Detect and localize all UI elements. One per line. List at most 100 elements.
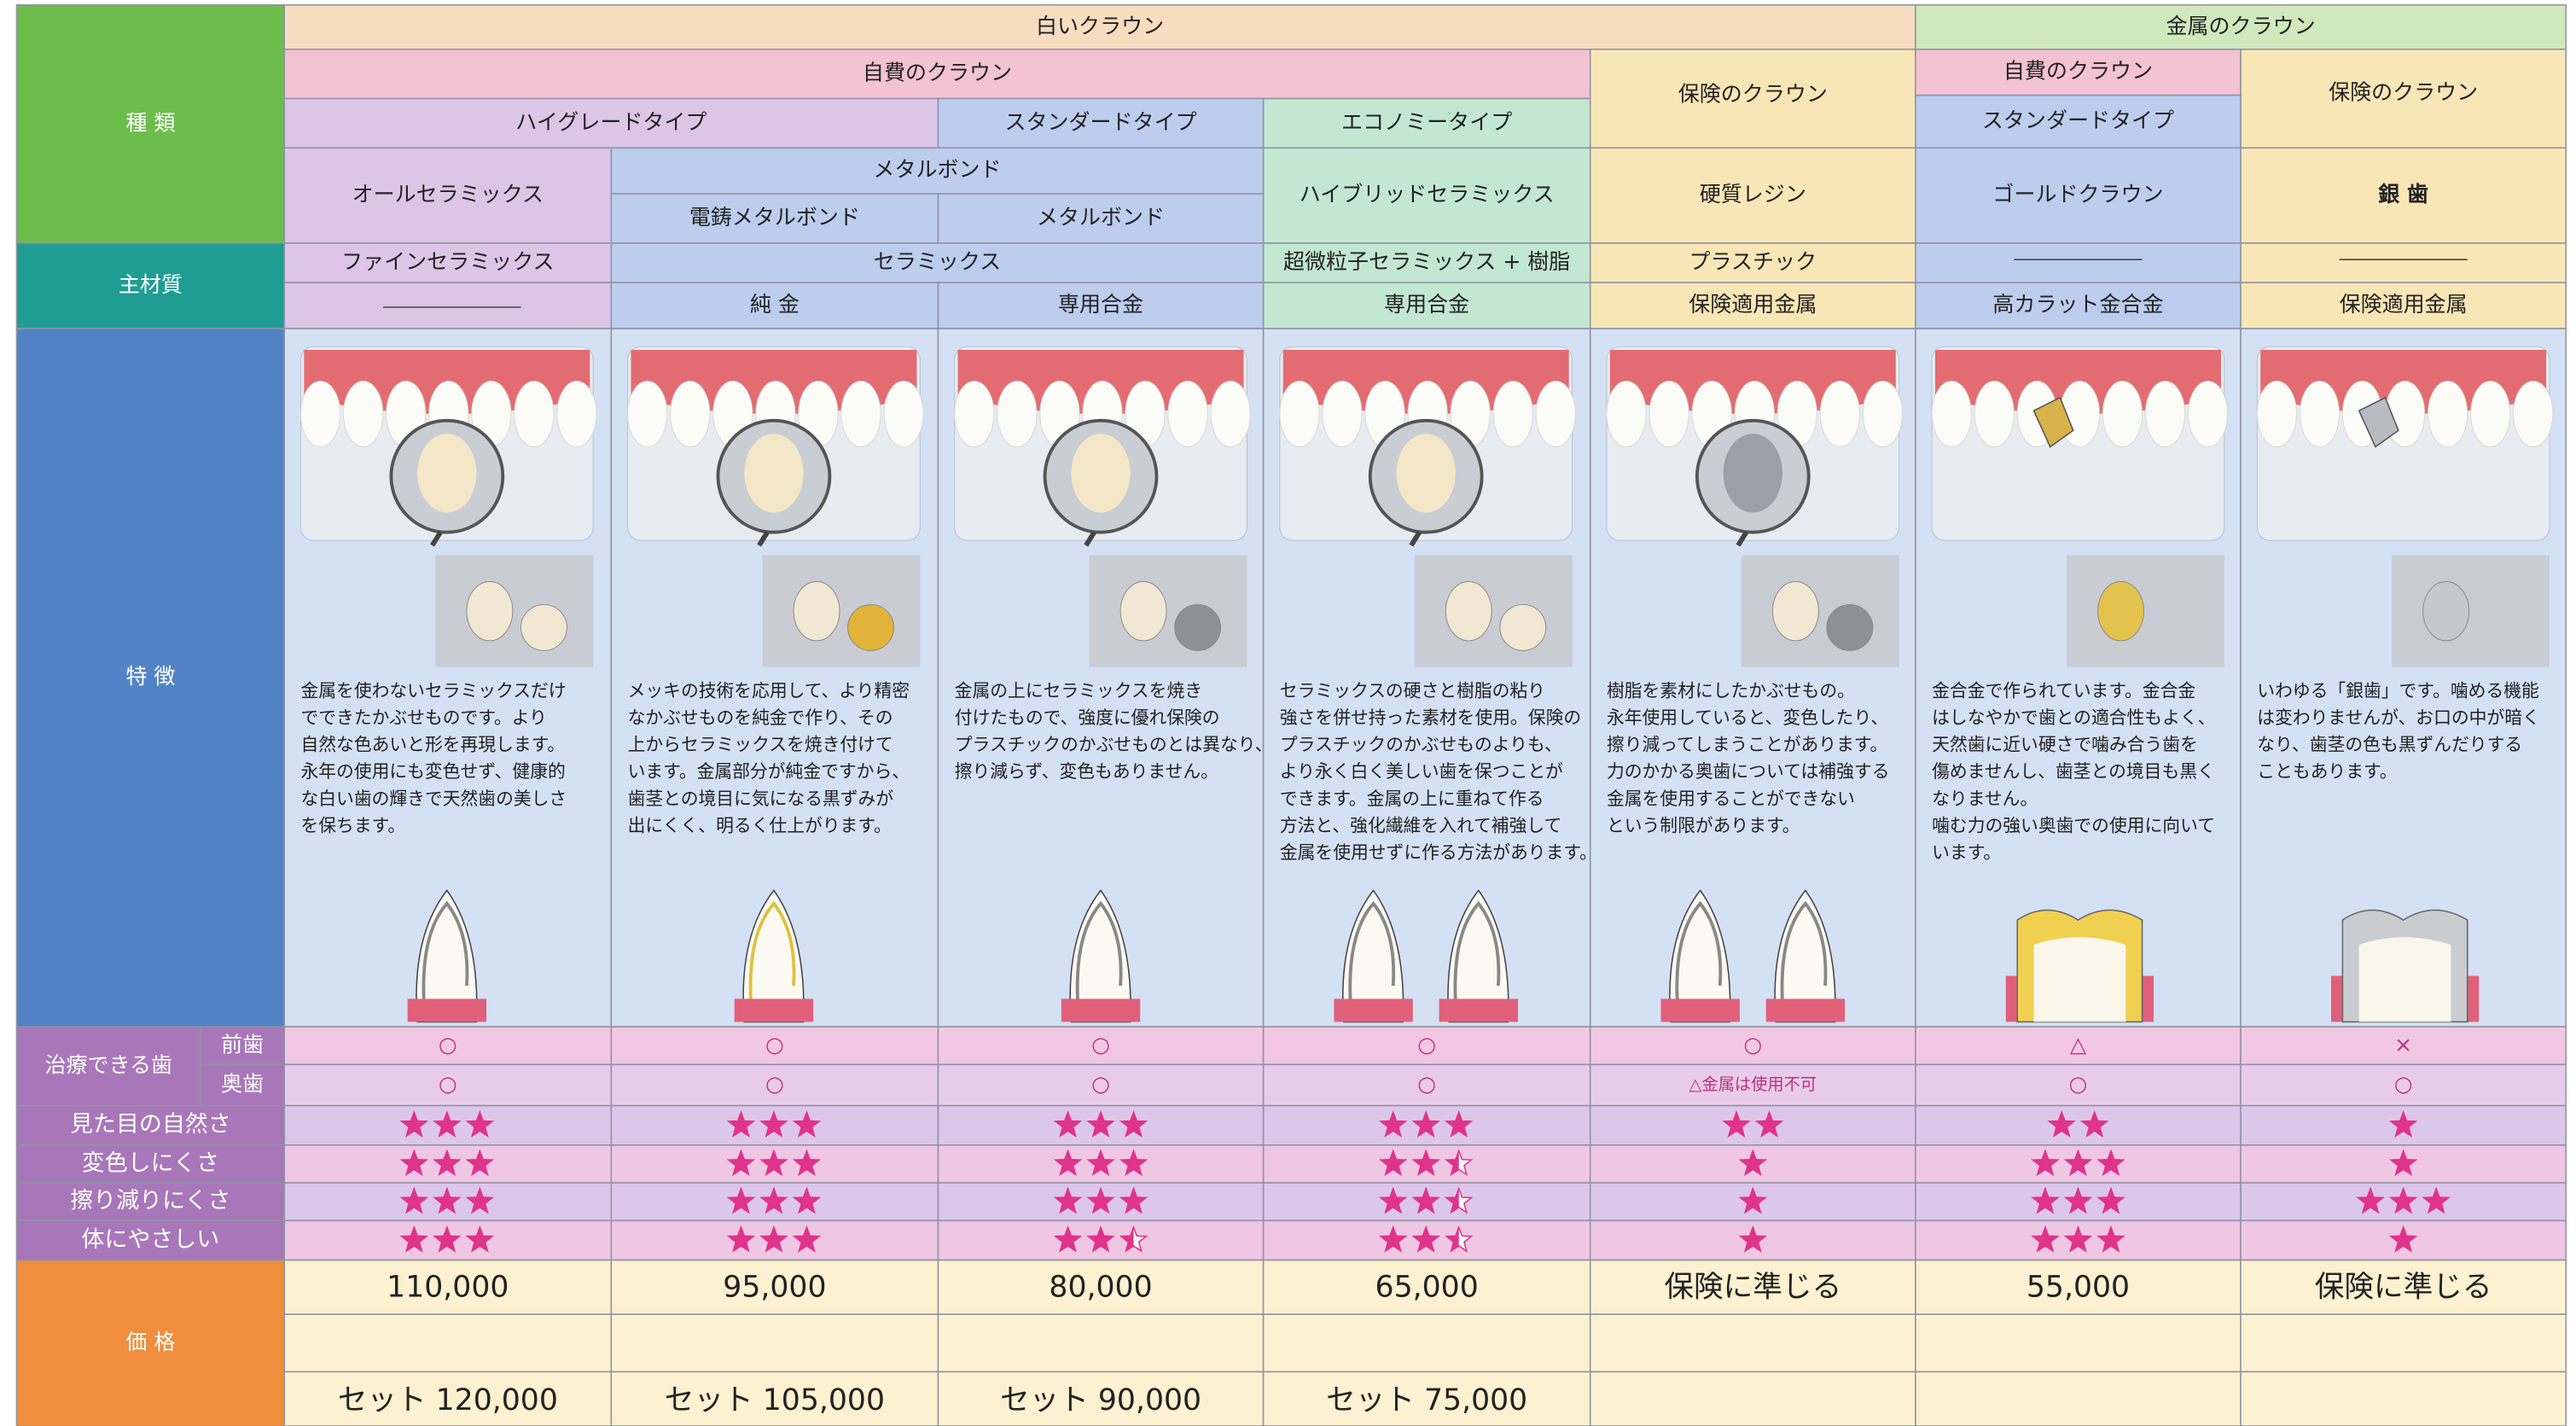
cell-text: 純 金: [750, 292, 800, 317]
star: [2063, 1225, 2093, 1253]
cell-text: 専用合金: [1384, 292, 1469, 317]
description-line: 方法と、強化繊維を入れて補強して: [1280, 815, 1561, 835]
row-header: 見た目の自然さ: [70, 1111, 231, 1138]
symbol: ○: [1091, 1032, 1110, 1056]
crown-sample: [2097, 581, 2144, 642]
description-line: 付けたもので、強度に優れ保険の: [955, 707, 1220, 728]
description-line: な白い歯の輝きで天然歯の美しさ: [301, 789, 567, 809]
description-line: 金属の上にセラミックスを焼き: [955, 680, 1202, 701]
star: [2388, 1186, 2418, 1214]
tooth: [1819, 381, 1860, 448]
star: [1053, 1110, 1083, 1138]
tooth: [670, 381, 711, 448]
table-cell: [1262, 1026, 1591, 1066]
star: [1378, 1186, 1408, 1214]
table-cell: [1915, 1313, 2242, 1373]
symbol: ○: [1417, 1072, 1436, 1097]
star: [1444, 1110, 1474, 1138]
star: [2388, 1149, 2418, 1177]
star: [2388, 1110, 2418, 1138]
row-header: 体にやさしい: [82, 1226, 220, 1253]
star-half: [1120, 1227, 1134, 1251]
tooth: [2187, 381, 2229, 448]
table-cell: [610, 1371, 939, 1426]
molar-inner: [2033, 937, 2126, 1022]
table-cell: [1262, 242, 1591, 283]
symbol: ○: [2394, 1072, 2413, 1097]
gum-base: [734, 998, 814, 1022]
table-cell: [2240, 147, 2567, 244]
tooth: [2102, 381, 2143, 448]
star: [1378, 1225, 1408, 1253]
gum-base: [407, 998, 487, 1022]
star: [726, 1225, 756, 1253]
crown-photo: [762, 555, 921, 667]
star: [1738, 1225, 1768, 1253]
mirror-tooth: [417, 434, 477, 513]
symbol: ○: [765, 1032, 784, 1056]
crown-sample: [466, 581, 514, 642]
star: [1411, 1225, 1440, 1253]
root: [1774, 889, 1836, 1023]
description-line: います。金属部分が純金ですから、: [628, 761, 910, 782]
symbol: △金属は使用不可: [1689, 1074, 1817, 1094]
star: [726, 1186, 756, 1214]
gum-base: [1765, 998, 1846, 1022]
crown-sample: [847, 603, 894, 651]
description-line: います。: [1932, 842, 2001, 863]
symbol: ○: [2069, 1072, 2088, 1097]
tooth: [2144, 381, 2186, 448]
tooth: [1492, 381, 1533, 448]
tooth: [1210, 381, 1251, 448]
star: [1738, 1149, 1768, 1177]
star: [2096, 1225, 2125, 1253]
cell-text: 自費のクラウン: [2003, 59, 2153, 84]
mirror-handle: [430, 531, 443, 547]
table-cell: [1589, 1313, 1916, 1373]
table-cell: [1915, 4, 2567, 50]
symbol: ○: [1743, 1032, 1762, 1056]
description-line: 噛む力の強い奥歯での使用に向いて: [1932, 815, 2215, 835]
cell-text: 自費のクラウン: [863, 61, 1012, 85]
star: [399, 1149, 429, 1177]
description-line: 擦り減らず、変色もありません。: [955, 761, 1218, 782]
table-cell: [1589, 1371, 1916, 1426]
tooth: [1931, 381, 1972, 448]
crown-name: 硬質レジン: [1700, 182, 1806, 207]
price: 80,000: [1049, 1270, 1152, 1304]
table-cell: [283, 1259, 613, 1315]
table-cell: [1262, 1259, 1591, 1315]
cell-text: 保険適用金属: [1689, 292, 1817, 317]
star: [465, 1110, 495, 1138]
star: [399, 1110, 429, 1138]
star: [759, 1186, 788, 1214]
table-cell: [1589, 1063, 1916, 1107]
cell-text: エコノミータイプ: [1341, 109, 1512, 134]
description-line: なりません。: [1932, 789, 2038, 809]
description-line: なかぶせものを純金で作り、その: [628, 707, 893, 728]
description-line: なり、歯茎の色も黒ずんだりする: [2257, 735, 2522, 755]
price: 95,000: [723, 1270, 826, 1304]
star: [1378, 1149, 1408, 1177]
star: [1411, 1186, 1440, 1214]
star: [1086, 1110, 1115, 1138]
table-cell: [1262, 1063, 1591, 1107]
price: 55,000: [2026, 1270, 2130, 1304]
tooth: [343, 381, 384, 448]
row-header: 変色しにくさ: [82, 1150, 219, 1176]
description-line: 永年の使用にも変色せず、健康的: [301, 761, 566, 782]
star: [465, 1149, 495, 1177]
table-cell: [1589, 147, 1916, 244]
crown-sample: [1445, 581, 1492, 642]
table-cell: [1262, 147, 1591, 244]
tooth: [954, 381, 995, 448]
star: [433, 1225, 462, 1253]
tooth: [514, 381, 555, 448]
description-line: 金合金で作られています。金合金: [1932, 680, 2195, 701]
metal-crown: [2032, 396, 2074, 448]
star: [2356, 1186, 2385, 1214]
table-cell: [1915, 94, 2242, 149]
gum-base: [1061, 998, 1141, 1022]
description-line: を保ちます。: [301, 815, 406, 835]
cell-text: 保険のクラウン: [1678, 82, 1828, 107]
